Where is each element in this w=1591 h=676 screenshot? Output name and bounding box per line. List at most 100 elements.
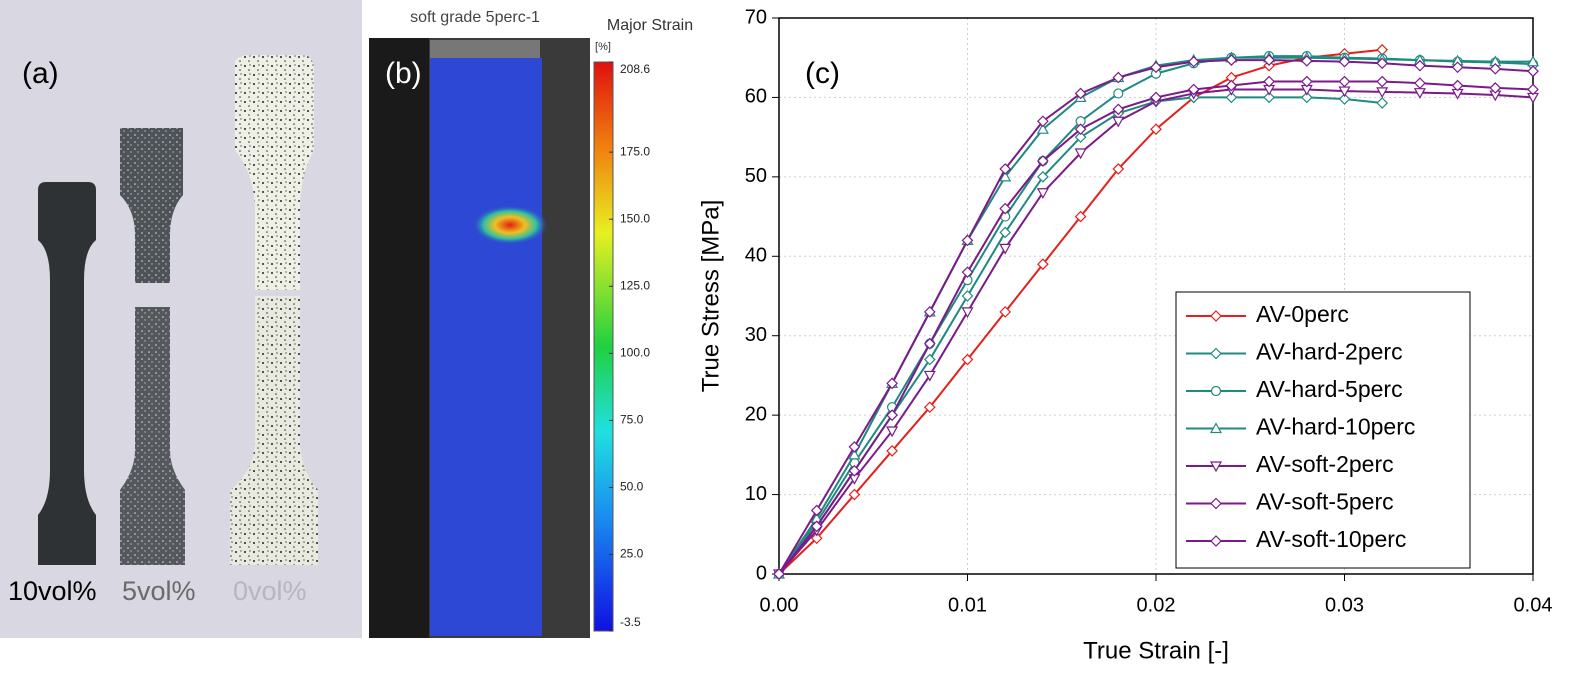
- panel-label: (c): [805, 57, 840, 90]
- specimen-5vol-bottom-texture: [120, 307, 185, 565]
- colorbar-tick-label: 100.0: [620, 346, 650, 360]
- colorbar-tick-label: 75.0: [620, 413, 644, 427]
- marker: [810, 532, 823, 545]
- x-tick-label: 0.04: [1514, 594, 1553, 616]
- y-tick-label: 20: [745, 403, 767, 425]
- y-tick-label: 70: [745, 6, 767, 28]
- marker: [923, 370, 936, 382]
- marker: [1210, 497, 1222, 510]
- grip: [430, 40, 540, 60]
- marker: [1037, 171, 1049, 183]
- marker: [1263, 75, 1275, 88]
- dic-shadow: [369, 38, 429, 638]
- colorbar-tick-label: 125.0: [620, 278, 650, 292]
- marker: [1036, 122, 1049, 134]
- panel-label: (a): [22, 57, 59, 90]
- y-tick-label: 50: [745, 165, 767, 187]
- dic-field: [430, 58, 542, 636]
- colorbar-tick-label: 50.0: [620, 480, 644, 494]
- y-tick-label: 40: [745, 245, 767, 267]
- marker: [999, 163, 1012, 175]
- marker: [1112, 103, 1125, 116]
- marker: [1300, 75, 1313, 88]
- marker: [923, 337, 936, 350]
- x-tick-label: 0.00: [760, 594, 799, 616]
- x-axis-title: True Strain [-]: [1083, 637, 1229, 664]
- marker: [961, 266, 974, 279]
- marker: [1037, 258, 1049, 271]
- marker: [1300, 55, 1313, 67]
- marker: [923, 353, 936, 366]
- marker: [848, 441, 861, 453]
- marker: [1451, 79, 1464, 92]
- marker: [1263, 54, 1275, 66]
- specimen-0vol-top-texture: [235, 55, 314, 290]
- marker: [1489, 62, 1502, 75]
- marker: [999, 202, 1012, 215]
- specimen-label: 10vol%: [8, 576, 97, 606]
- marker: [1112, 163, 1125, 175]
- marker: [1037, 155, 1049, 167]
- marker: [961, 290, 974, 302]
- legend-label: AV-hard-10perc: [1256, 414, 1415, 440]
- marker: [999, 243, 1012, 255]
- legend-label: AV-soft-2perc: [1256, 451, 1394, 477]
- legend-box: [1175, 291, 1471, 569]
- marker: [1527, 65, 1539, 78]
- y-tick-label: 60: [745, 86, 767, 108]
- marker: [1150, 61, 1162, 74]
- specimen-label: 0vol%: [233, 576, 307, 606]
- marker: [1210, 385, 1222, 397]
- colorbar-unit: [%]: [595, 41, 611, 53]
- marker: [848, 488, 861, 501]
- marker: [1376, 97, 1389, 109]
- legend-label: AV-0perc: [1256, 301, 1349, 327]
- panel-label: (b): [385, 57, 422, 90]
- marker: [1112, 71, 1125, 84]
- colorbar-title: Major Strain: [607, 17, 693, 34]
- panel-c: 0.00 0.01 0.02 0.03 0.04 0 10 20 30 40 50 60 70 True …: [697, 6, 1552, 664]
- marker: [1414, 77, 1426, 89]
- series: [773, 75, 1539, 580]
- marker: [1037, 115, 1049, 128]
- marker: [1036, 188, 1049, 199]
- marker: [1074, 148, 1087, 160]
- marker: [810, 520, 823, 533]
- marker: [1187, 83, 1200, 96]
- colorbar-tick-label: 208.6: [620, 62, 650, 76]
- colorbar: [593, 61, 614, 632]
- marker: [1150, 123, 1162, 136]
- colorbar-ticks: 208.6 175.0 150.0 125.0 100.0 75.0 50.0 25.0 -3.…: [609, 61, 650, 632]
- marker: [848, 464, 861, 477]
- marker: [886, 377, 898, 390]
- marker: [886, 445, 898, 457]
- marker: [923, 401, 936, 414]
- marker: [848, 448, 861, 460]
- y-tick-label: 10: [745, 483, 767, 505]
- marker: [1489, 82, 1502, 94]
- marker: [923, 306, 936, 318]
- marker: [1074, 131, 1087, 143]
- marker: [999, 306, 1012, 318]
- marker: [886, 426, 899, 438]
- marker: [1225, 79, 1238, 92]
- marker: [999, 170, 1012, 182]
- marker: [1209, 422, 1223, 434]
- marker: [1210, 310, 1222, 322]
- marker: [1150, 91, 1162, 104]
- marker: [1210, 535, 1222, 547]
- strain-hotspot: [472, 205, 548, 245]
- panel-a: (a) 10vol% 5vol% 0vol%: [0, 0, 362, 638]
- specimen-10vol: [38, 182, 96, 565]
- legend: AV-0perc AV-hard-2perc AV-hard-5perc AV-har…: [1175, 291, 1471, 569]
- marker: [1263, 91, 1275, 104]
- y-tick-label: 0: [756, 562, 767, 584]
- marker: [1527, 83, 1539, 96]
- marker: [1376, 87, 1389, 99]
- panel-b: soft grade 5perc-1 (b) Major Strain [%] …: [369, 9, 693, 638]
- marker: [1338, 55, 1351, 68]
- marker: [1414, 59, 1426, 72]
- marker: [1112, 116, 1125, 128]
- y-axis-title: True Stress [MPa]: [697, 200, 724, 393]
- colorbar-tick-label: 175.0: [620, 144, 650, 158]
